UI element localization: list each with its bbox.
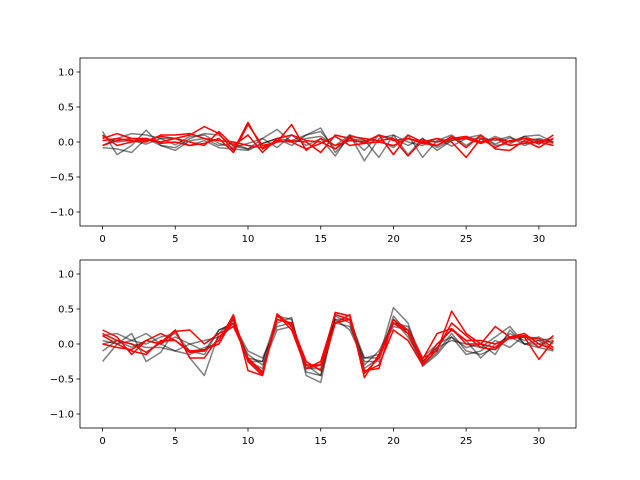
y-tick-label: −1.0 — [50, 410, 74, 421]
series-line-red-9 — [102, 315, 554, 377]
y-tick-label: 0.5 — [58, 305, 74, 316]
x-tick-label: 30 — [533, 436, 546, 447]
y-tick-label: 0.5 — [58, 103, 74, 114]
series-line-red-8 — [102, 313, 554, 375]
y-tick-label: 1.0 — [58, 270, 74, 281]
series-line-red-7 — [102, 130, 554, 157]
x-tick-label: 25 — [460, 234, 473, 245]
x-tick-label: 25 — [460, 436, 473, 447]
x-tick-label: 0 — [99, 234, 105, 245]
subplot-1: 0 5 10 15 20 25 30 −1.0 −0.5 0.0 0.5 1.0 — [50, 57, 577, 245]
x-tick-label: 5 — [172, 436, 178, 447]
y-tick-label: −1.0 — [50, 208, 74, 219]
series-line-red-8 — [102, 132, 554, 152]
y-tick-label: −0.5 — [50, 173, 74, 184]
y-tick-label: 0.0 — [58, 340, 74, 351]
x-tick-label: 10 — [242, 436, 255, 447]
x-tick-label: 5 — [172, 234, 178, 245]
x-tick-label: 0 — [99, 436, 105, 447]
x-tick-label: 15 — [314, 234, 327, 245]
x-tick-label: 30 — [533, 234, 546, 245]
x-tick-label: 10 — [242, 234, 255, 245]
y-tick-label: 0.0 — [58, 138, 74, 149]
y-tick-label: 1.0 — [58, 68, 74, 79]
x-tick-label: 20 — [387, 234, 400, 245]
x-tick-label: 15 — [314, 436, 327, 447]
series-line-red-7 — [102, 313, 555, 375]
subplot-2: 0 5 10 15 20 25 30 −1.0 −0.5 0.0 0.5 1.0 — [50, 259, 577, 447]
y-tick-label: −0.5 — [50, 375, 74, 386]
x-tick-label: 20 — [387, 436, 400, 447]
